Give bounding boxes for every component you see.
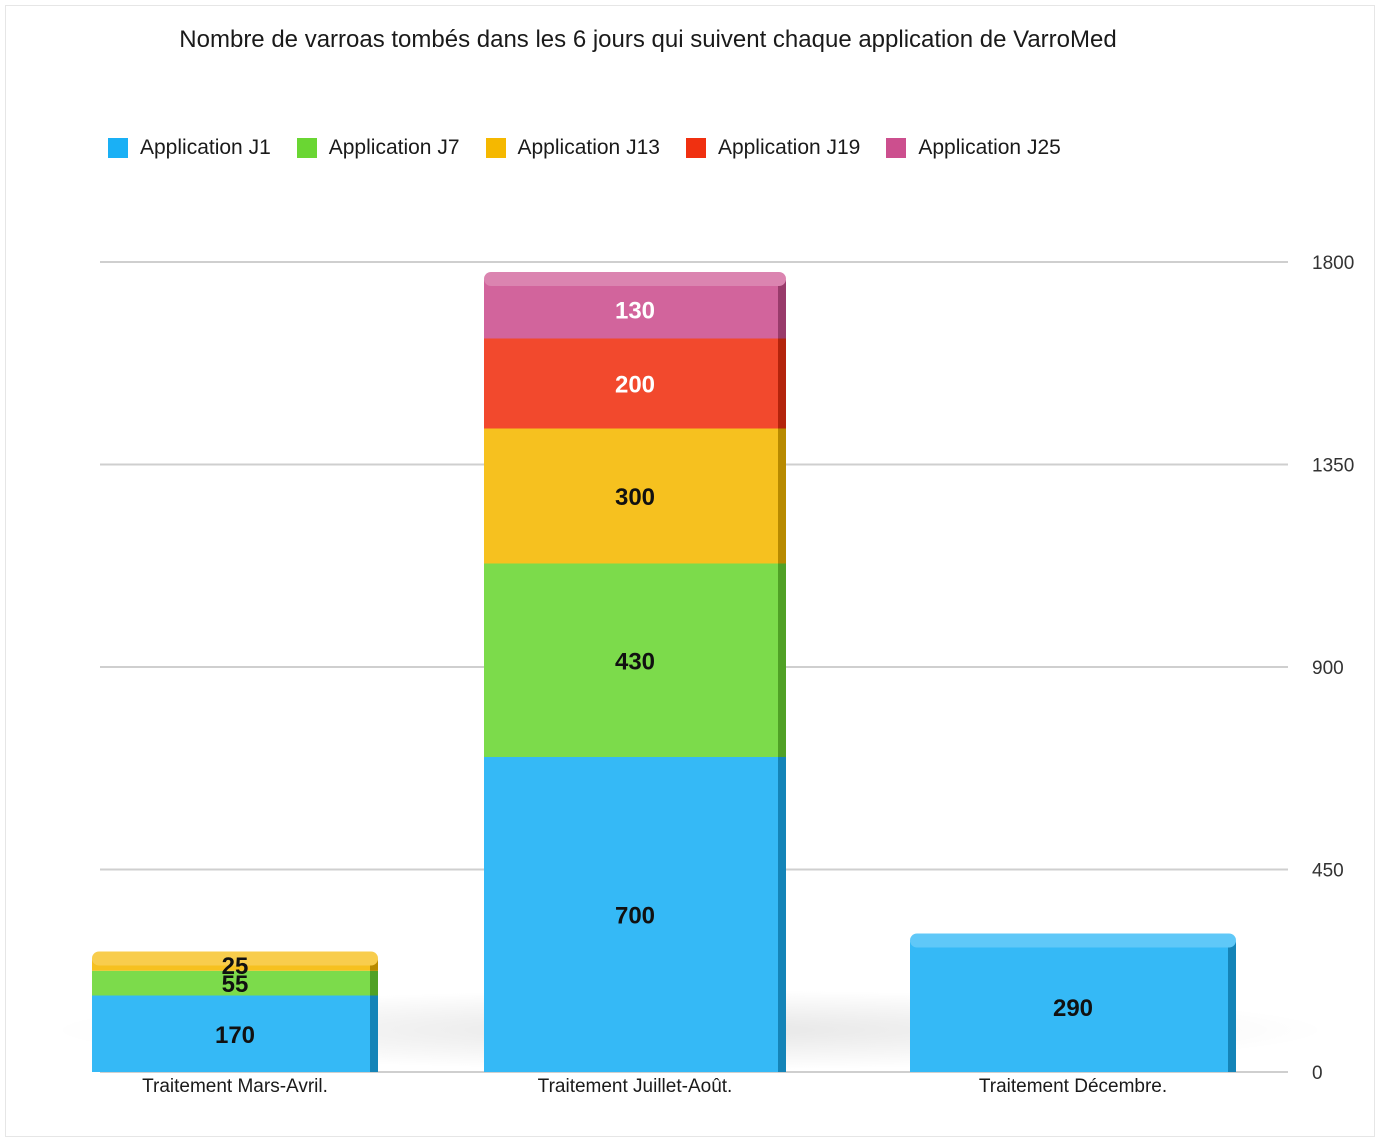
bar-side: [778, 338, 786, 429]
data-label: 290: [1053, 995, 1093, 1022]
y-tick-label: 900: [1312, 658, 1344, 679]
data-label: 55: [222, 971, 249, 998]
bar-segment: [484, 338, 786, 429]
legend-swatch: [685, 138, 706, 158]
bar-side: [1228, 941, 1236, 1072]
legend-label: Application J25: [918, 136, 1061, 159]
x-category-label: Traitement Juillet-Août.: [538, 1076, 733, 1097]
legend-label: Application J7: [328, 136, 460, 159]
data-label: 130: [615, 297, 655, 324]
data-label: 430: [615, 648, 655, 675]
data-label: 170: [215, 1022, 255, 1049]
legend-item-5: Application J25: [886, 136, 1061, 160]
bar-side: [370, 959, 378, 971]
data-label: 300: [615, 484, 655, 511]
bar-segment: [92, 970, 378, 996]
legend-label: Application J1: [140, 136, 271, 159]
chart-title: Nombre de varroas tombés dans les 6 jour…: [179, 26, 1117, 53]
y-tick-label: 0: [1312, 1063, 1323, 1084]
legend-swatch: [108, 138, 128, 158]
legend: Application J1 Application J7 Application …: [108, 136, 1061, 160]
legend-item-2: Application J7: [296, 136, 460, 160]
legend-item-1: Application J1: [108, 136, 271, 160]
bar-side: [778, 280, 786, 339]
bar-top: [484, 272, 786, 286]
bar-segment: [92, 995, 378, 1072]
data-label: 700: [615, 903, 655, 930]
y-tick-label: 1800: [1312, 253, 1354, 274]
bar-segment: [484, 757, 786, 1072]
legend-swatch: [296, 138, 317, 158]
bar-side: [778, 757, 786, 1072]
bar-side: [778, 563, 786, 757]
bar-segment: [484, 280, 786, 339]
bar-segment: [910, 941, 1236, 1072]
bar-segment: [484, 428, 786, 564]
legend-label: Application J13: [517, 136, 660, 159]
data-label: 25: [222, 953, 249, 980]
bar-side: [370, 970, 378, 996]
x-category-label: Traitement Décembre.: [979, 1076, 1167, 1097]
bar-top: [910, 933, 1236, 948]
bar-top: [92, 951, 378, 966]
y-tick-label: 450: [1312, 861, 1344, 882]
legend-item-4: Application J19: [685, 136, 861, 160]
y-tick-label: 1350: [1312, 456, 1354, 477]
legend-swatch: [886, 138, 907, 158]
bar-side: [778, 428, 786, 564]
legend-label: Application J19: [717, 136, 861, 159]
legend-item-3: Application J13: [485, 136, 660, 160]
x-category-label: Traitement Mars-Avril.: [142, 1076, 328, 1097]
bar-segment: [484, 563, 786, 757]
bar-side: [370, 995, 378, 1072]
data-label: 200: [615, 372, 655, 399]
legend-swatch: [485, 138, 506, 158]
